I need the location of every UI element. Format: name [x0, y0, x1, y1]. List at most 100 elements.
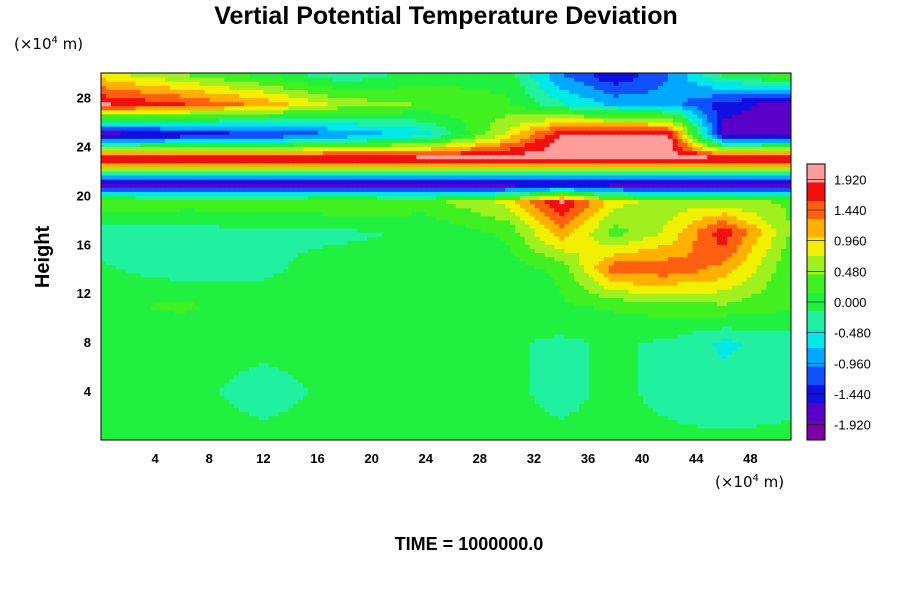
heatmap-cell — [140, 342, 146, 347]
heatmap-cell — [214, 342, 220, 347]
heatmap-cell — [545, 318, 551, 323]
heatmap-cell — [737, 428, 743, 433]
heatmap-cell — [318, 326, 324, 331]
heatmap-cell — [318, 301, 324, 306]
heatmap-cell — [692, 310, 698, 315]
heatmap-cell — [377, 403, 383, 408]
heatmap-cell — [638, 322, 644, 327]
heatmap-cell — [653, 411, 659, 416]
heatmap-cell — [564, 391, 570, 396]
heatmap-cell — [648, 322, 654, 327]
heatmap-cell — [648, 358, 654, 363]
heatmap-cell — [347, 314, 353, 319]
heatmap-cell — [761, 432, 767, 437]
heatmap-cell — [761, 334, 767, 339]
heatmap-cell — [520, 387, 526, 392]
heatmap-cell — [727, 371, 733, 376]
heatmap-cell — [589, 346, 595, 351]
heatmap-cell — [436, 297, 442, 302]
heatmap-cell — [283, 358, 289, 363]
heatmap-cell — [145, 330, 151, 335]
heatmap-cell — [298, 395, 304, 400]
heatmap-cell — [308, 297, 314, 302]
heatmap-cell — [545, 379, 551, 384]
heatmap-cell — [446, 367, 452, 372]
heatmap-cell — [283, 367, 289, 372]
heatmap-cell — [761, 424, 767, 429]
heatmap-cell — [244, 420, 250, 425]
heatmap-cell — [200, 330, 206, 335]
heatmap-cell — [106, 342, 112, 347]
heatmap-cell — [170, 387, 176, 392]
heatmap-cell — [520, 363, 526, 368]
heatmap-cell — [569, 395, 575, 400]
heatmap-cell — [623, 338, 629, 343]
heatmap-cell — [274, 334, 280, 339]
heatmap-cell — [766, 310, 772, 315]
heatmap-cell — [205, 342, 211, 347]
heatmap-cell — [554, 428, 560, 433]
heatmap-cell — [554, 399, 560, 404]
heatmap-cell — [269, 407, 275, 412]
heatmap-cell — [495, 411, 501, 416]
heatmap-cell — [471, 420, 477, 425]
heatmap-cell — [668, 354, 674, 359]
heatmap-cell — [712, 387, 718, 392]
heatmap-cell — [392, 407, 398, 412]
heatmap-cell — [180, 346, 186, 351]
heatmap-cell — [392, 411, 398, 416]
heatmap-cell — [229, 330, 235, 335]
heatmap-cell — [293, 411, 299, 416]
heatmap-cell — [421, 391, 427, 396]
heatmap-cell — [550, 399, 556, 404]
heatmap-cell — [244, 407, 250, 412]
heatmap-cell — [707, 411, 713, 416]
heatmap-cell — [737, 411, 743, 416]
heatmap-cell — [668, 395, 674, 400]
heatmap-cell — [614, 391, 620, 396]
heatmap-cell — [476, 338, 482, 343]
heatmap-cell — [145, 363, 151, 368]
heatmap-cell — [545, 424, 551, 429]
heatmap-cell — [140, 395, 146, 400]
heatmap-cell — [540, 330, 546, 335]
heatmap-cell — [303, 314, 309, 319]
heatmap-cell — [722, 363, 728, 368]
heatmap-cell — [426, 379, 432, 384]
heatmap-cell — [653, 297, 659, 302]
heatmap-cell — [362, 358, 368, 363]
heatmap-cell — [545, 310, 551, 315]
heatmap-cell — [707, 424, 713, 429]
heatmap-cell — [515, 314, 521, 319]
heatmap-cell — [229, 375, 235, 380]
heatmap-cell — [500, 330, 506, 335]
heatmap-cell — [761, 301, 767, 306]
heatmap-cell — [771, 334, 777, 339]
heatmap-cell — [500, 314, 506, 319]
heatmap-cell — [697, 338, 703, 343]
heatmap-cell — [599, 420, 605, 425]
heatmap-cell — [614, 342, 620, 347]
heatmap-cell — [737, 424, 743, 429]
heatmap-cell — [200, 363, 206, 368]
heatmap-cell — [249, 310, 255, 315]
heatmap-cell — [387, 391, 393, 396]
heatmap-cell — [121, 293, 127, 298]
heatmap-cell — [619, 383, 625, 388]
heatmap-cell — [392, 358, 398, 363]
heatmap-cell — [732, 363, 738, 368]
heatmap-cell — [712, 354, 718, 359]
heatmap-cell — [397, 301, 403, 306]
heatmap-cell — [451, 301, 457, 306]
heatmap-cell — [525, 305, 531, 310]
heatmap-cell — [535, 407, 541, 412]
heatmap-cell — [619, 420, 625, 425]
heatmap-cell — [530, 318, 536, 323]
heatmap-cell — [264, 358, 270, 363]
heatmap-cell — [426, 428, 432, 433]
heatmap-cell — [623, 314, 629, 319]
heatmap-cell — [185, 330, 191, 335]
heatmap-cell — [776, 375, 782, 380]
heatmap-cell — [259, 416, 265, 421]
heatmap-cell — [609, 358, 615, 363]
